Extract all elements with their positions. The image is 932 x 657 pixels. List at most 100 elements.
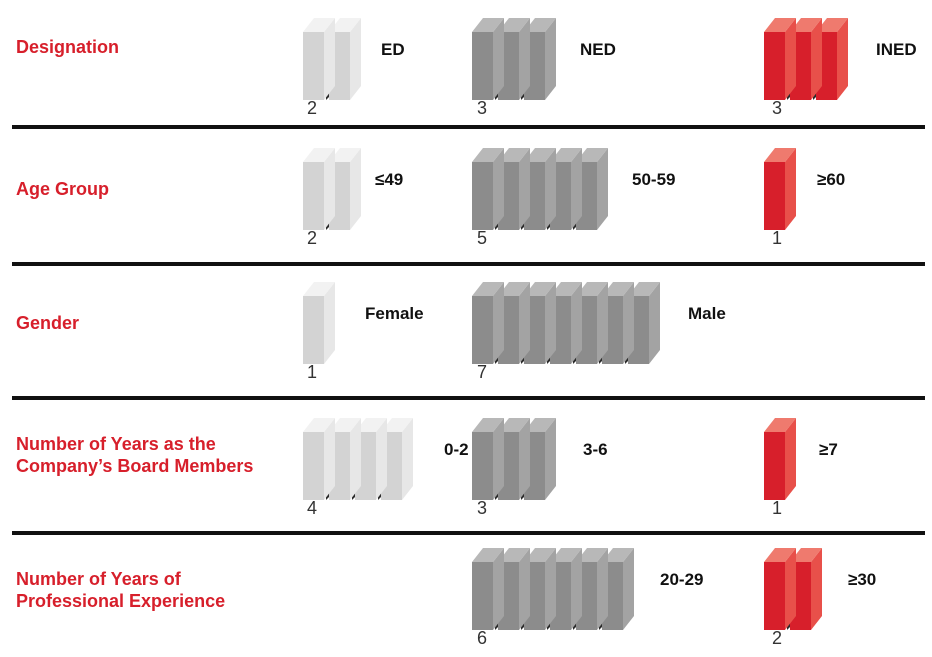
category-label: NED	[580, 40, 616, 59]
count-label: 1	[307, 362, 318, 382]
row-divider	[12, 531, 925, 535]
book-top	[498, 282, 530, 296]
book-side	[493, 548, 504, 630]
category-label: ≥7	[819, 440, 838, 459]
book-side	[837, 18, 848, 100]
book-stack-icon	[764, 548, 822, 630]
book-stack-icon	[764, 18, 848, 100]
book-top	[524, 418, 556, 432]
book-top	[329, 148, 361, 162]
book-top	[790, 18, 822, 32]
book-side	[545, 18, 556, 100]
book-side	[785, 148, 796, 230]
book-front	[303, 296, 324, 364]
book-mark	[764, 548, 796, 630]
count-label: 4	[307, 498, 318, 518]
book-side	[519, 282, 530, 364]
book-mark	[472, 418, 504, 500]
count-label: 6	[477, 628, 488, 648]
chart-row: Number of Years of Professional Experien…	[0, 548, 932, 657]
category-label: Female	[365, 304, 424, 323]
book-top	[550, 148, 582, 162]
book-side	[623, 282, 634, 364]
book-top	[303, 148, 335, 162]
book-front	[472, 162, 493, 230]
book-top	[550, 548, 582, 562]
count-label: 2	[307, 98, 318, 118]
book-side	[545, 282, 556, 364]
chart-row: Number of Years as the Company’s Board M…	[0, 418, 932, 528]
book-top	[329, 18, 361, 32]
book-top	[472, 148, 504, 162]
count-label: 1	[772, 228, 783, 248]
book-top	[498, 548, 530, 562]
book-side	[623, 548, 634, 630]
row-divider	[12, 396, 925, 400]
book-mark	[303, 148, 335, 230]
book-top	[472, 548, 504, 562]
row-divider	[12, 262, 925, 266]
book-top	[602, 282, 634, 296]
chart-row: Gender Female 1 Male 7	[0, 282, 932, 392]
count-label: 3	[772, 98, 783, 118]
row-label: Number of Years as the Company’s Board M…	[16, 434, 254, 476]
book-front	[472, 32, 493, 100]
book-front	[303, 162, 324, 230]
count-label: 7	[477, 362, 488, 382]
book-top	[329, 418, 361, 432]
book-stack-icon	[303, 148, 361, 230]
count-label: 3	[477, 98, 488, 118]
book-mark	[764, 18, 796, 100]
book-side	[649, 282, 660, 364]
book-side	[493, 282, 504, 364]
count-label: 1	[772, 498, 783, 518]
chart-row: Designation ED 2 NED 3 INED 3	[0, 18, 932, 128]
book-top	[472, 418, 504, 432]
book-side	[597, 148, 608, 230]
book-stack-icon	[303, 418, 413, 500]
book-top	[790, 548, 822, 562]
count-label: 2	[772, 628, 783, 648]
book-front	[764, 562, 785, 630]
book-top	[576, 148, 608, 162]
book-side	[324, 148, 335, 230]
book-front	[303, 32, 324, 100]
book-mark	[472, 148, 504, 230]
book-top	[498, 418, 530, 432]
category-label: INED	[876, 40, 917, 59]
book-top	[764, 148, 796, 162]
book-mark	[303, 282, 335, 364]
category-label: 3-6	[583, 440, 608, 459]
book-front	[303, 432, 324, 500]
book-top	[524, 148, 556, 162]
book-front	[764, 162, 785, 230]
row-label: Number of Years of Professional Experien…	[16, 569, 226, 611]
book-side	[519, 18, 530, 100]
book-side	[545, 548, 556, 630]
book-mark	[303, 18, 335, 100]
book-side	[350, 418, 361, 500]
book-mark	[472, 282, 504, 364]
book-stack-icon	[472, 18, 556, 100]
book-top	[764, 548, 796, 562]
chart-row: Age Group ≤49 2 50-59 5 ≥60 1	[0, 148, 932, 258]
category-label: 50-59	[632, 170, 676, 189]
book-front	[764, 32, 785, 100]
book-side	[493, 18, 504, 100]
count-label: 5	[477, 228, 488, 248]
book-side	[519, 548, 530, 630]
book-top	[524, 282, 556, 296]
book-mark	[303, 418, 335, 500]
book-side	[350, 148, 361, 230]
book-top	[764, 418, 796, 432]
book-side	[376, 418, 387, 500]
book-top	[303, 18, 335, 32]
book-side	[811, 18, 822, 100]
book-side	[597, 548, 608, 630]
book-top	[472, 18, 504, 32]
book-top	[355, 418, 387, 432]
count-label: 3	[477, 498, 488, 518]
book-side	[324, 18, 335, 100]
book-mark	[472, 18, 504, 100]
